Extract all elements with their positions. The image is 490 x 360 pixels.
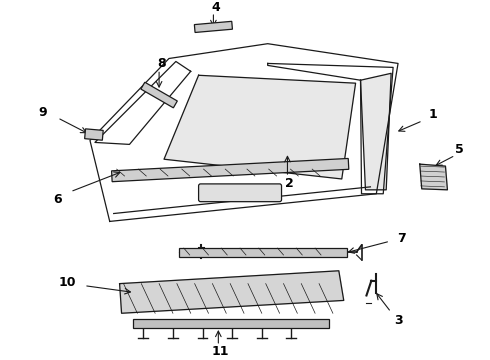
- Polygon shape: [361, 73, 391, 190]
- Polygon shape: [141, 82, 177, 108]
- Text: 4: 4: [211, 1, 220, 14]
- Text: 2: 2: [285, 177, 294, 190]
- Polygon shape: [112, 158, 349, 182]
- Text: 8: 8: [157, 57, 166, 70]
- Text: 11: 11: [212, 345, 229, 358]
- Text: 1: 1: [428, 108, 437, 121]
- Text: 6: 6: [53, 193, 62, 206]
- Polygon shape: [85, 129, 103, 140]
- Text: 3: 3: [394, 314, 402, 327]
- FancyBboxPatch shape: [198, 184, 282, 202]
- Text: 9: 9: [38, 106, 47, 119]
- Text: 10: 10: [58, 276, 76, 289]
- Text: 7: 7: [396, 232, 405, 245]
- Text: 5: 5: [455, 143, 464, 156]
- FancyBboxPatch shape: [133, 319, 329, 328]
- FancyBboxPatch shape: [179, 248, 347, 257]
- Polygon shape: [120, 271, 344, 313]
- Polygon shape: [420, 164, 447, 190]
- Polygon shape: [164, 75, 356, 179]
- Polygon shape: [195, 21, 232, 32]
